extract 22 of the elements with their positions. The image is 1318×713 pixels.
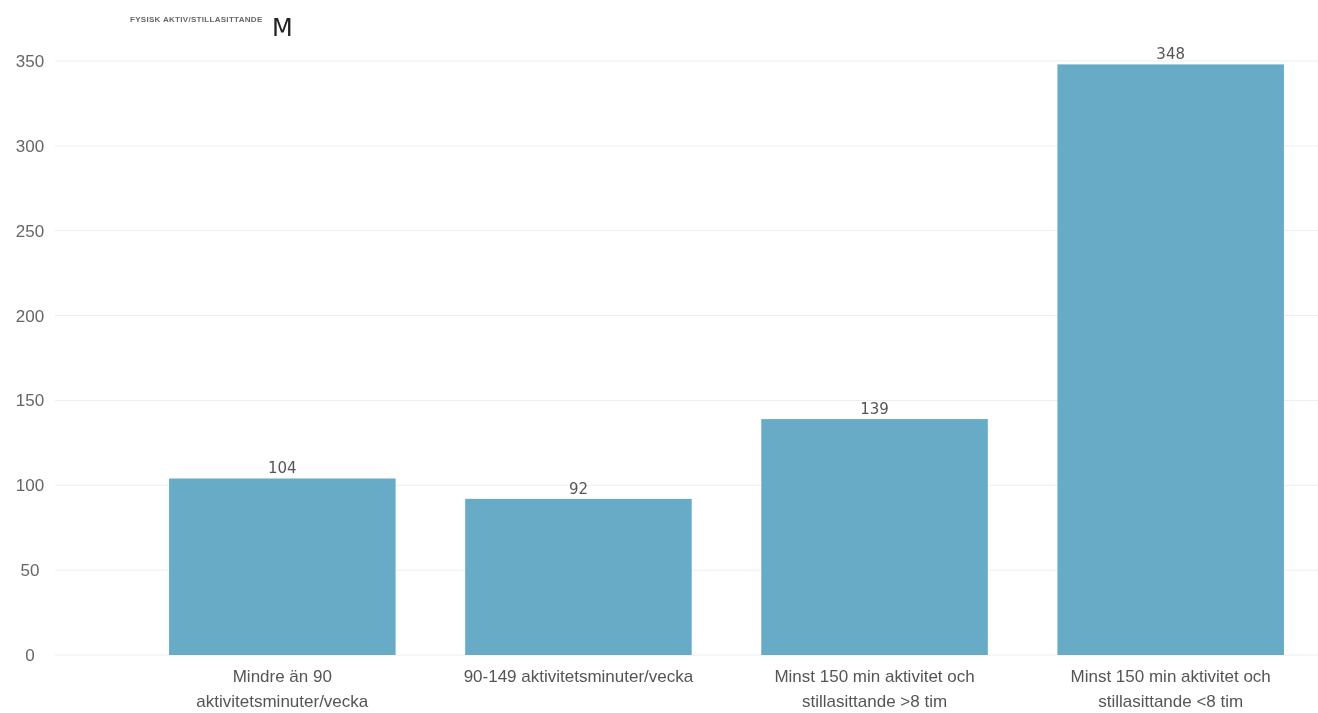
bar	[1057, 64, 1284, 655]
data-label: 348	[1156, 45, 1185, 64]
y-tick-label: 50	[20, 561, 40, 581]
bar	[465, 498, 692, 655]
y-tick-label: 0	[25, 645, 35, 665]
data-label: 92	[568, 479, 588, 498]
y-tick-label: 300	[15, 136, 45, 156]
x-tick-label: 90-149 aktivitetsminuter/vecka	[463, 667, 694, 686]
chart-title: FYSISK AKTIV/STILLASITTANDE	[130, 15, 263, 24]
y-tick-label: 150	[15, 391, 45, 411]
y-tick-label: 250	[15, 221, 45, 241]
bar	[761, 419, 988, 655]
y-tick-label: 100	[15, 476, 45, 496]
chart-subtitle: M	[272, 14, 293, 42]
x-tick-label: Minst 150 min aktivitet och stillasittande <8 tim	[1070, 667, 1271, 711]
data-label: 104	[268, 459, 297, 478]
x-tick-label: Minst 150 min aktivitet och stillasittande >8 tim	[774, 667, 975, 711]
data-label: 139	[860, 400, 889, 419]
x-tick-label: Mindre än 90 aktivitetsminuter/vecka	[196, 667, 369, 711]
y-tick-label: 200	[15, 306, 45, 326]
bar	[169, 478, 396, 655]
y-tick-label: 350	[15, 51, 45, 71]
